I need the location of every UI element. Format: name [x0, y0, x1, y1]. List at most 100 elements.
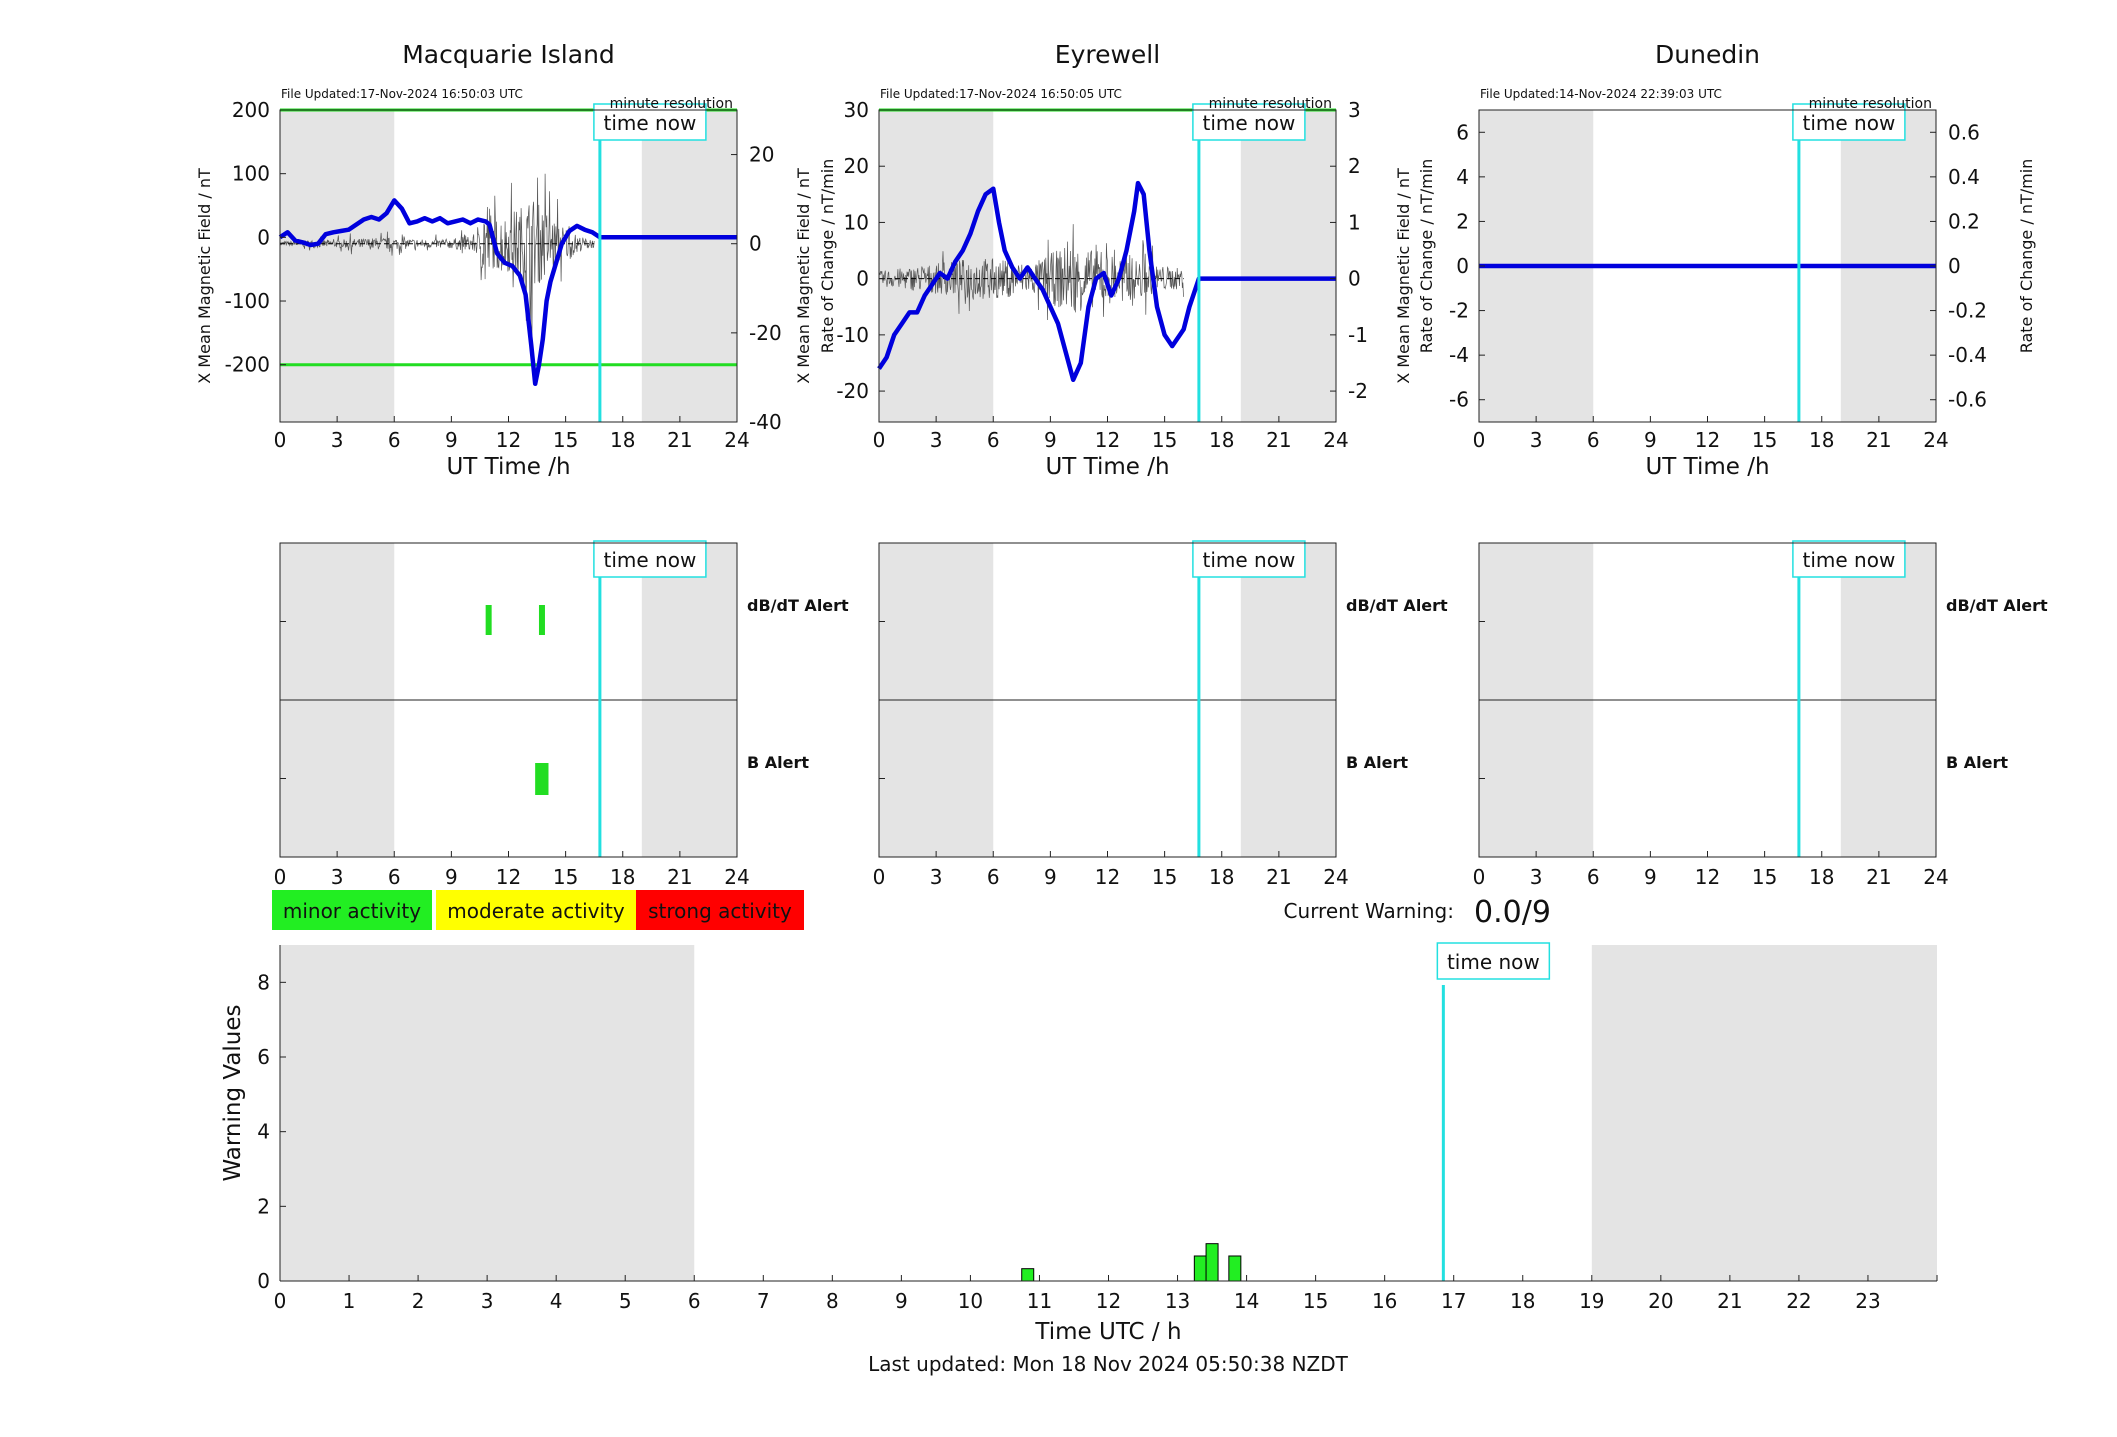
y2-tick-label: -0.2	[1948, 299, 1987, 323]
y-tick-label: 30	[844, 98, 869, 122]
warning-bar	[1205, 1243, 1219, 1282]
legend-strong-label: strong activity	[648, 899, 792, 923]
night-shade	[1240, 110, 1336, 422]
y-tick-label: -20	[836, 379, 869, 403]
x-tick-label: 10	[958, 1289, 983, 1313]
x-axis-label: UT Time /h	[446, 454, 570, 480]
x-tick-label: 23	[1855, 1289, 1880, 1313]
x-tick-label: 3	[331, 865, 344, 889]
current-warning-label: Current Warning:	[1284, 899, 1454, 923]
x-tick-label: 6	[388, 428, 401, 452]
x-tick-label: 21	[1717, 1289, 1742, 1313]
y-tick-label: 4	[257, 1120, 270, 1144]
y-tick-label: 0	[856, 267, 869, 291]
file-updated: File Updated:17-Nov-2024 16:50:05 UTC	[880, 87, 1122, 101]
b-alert-bar	[535, 763, 549, 795]
x-tick-label: 21	[1866, 865, 1891, 889]
x-tick-label: 12	[1095, 428, 1120, 452]
x-tick-label: 0	[1473, 428, 1486, 452]
alert-panel-2: time now dB/dT Alert B Alert 0 3 6 9 12 15 18 21 24	[873, 540, 1448, 889]
x-tick-label: 18	[1209, 865, 1234, 889]
resolution-label: minute resolution	[1209, 96, 1332, 112]
x-tick-label: 9	[445, 865, 458, 889]
x-tick-label: 0	[873, 428, 886, 452]
x-tick-label: 5	[619, 1289, 632, 1313]
y-axis-label: Warning Values	[220, 1004, 246, 1181]
time-now-label: time now	[1802, 111, 1895, 135]
x-tick-label: 18	[1209, 428, 1234, 452]
x-tick-label: 12	[496, 428, 521, 452]
x-tick-label: 12	[1095, 865, 1120, 889]
dbdt-alert-label: dB/dT Alert	[1946, 596, 2048, 615]
legend-minor-label: minor activity	[283, 899, 421, 923]
x-tick-label: 11	[1027, 1289, 1052, 1313]
legend-strong-swatch	[636, 890, 804, 930]
y2-tick-label: -1	[1348, 323, 1368, 347]
y-tick-label: 0	[257, 225, 270, 249]
night-shade	[280, 110, 395, 422]
left-y-axis-label: X Mean Magnetic Field / nT	[794, 168, 813, 384]
x-tick-label: 3	[481, 1289, 494, 1313]
x-tick-label: 3	[1530, 428, 1543, 452]
x-tick-label: 18	[610, 428, 635, 452]
x-tick-label: 6	[1587, 865, 1600, 889]
time-now-label: time now	[1802, 548, 1895, 572]
right-y-axis-label: Rate of Change / nT/min	[1417, 159, 1436, 354]
x-tick-label: 0	[873, 865, 886, 889]
x-tick-label: 15	[553, 865, 578, 889]
x-tick-label: 3	[331, 428, 344, 452]
warning-bar	[1228, 1255, 1242, 1282]
x-tick-label: 12	[1695, 865, 1720, 889]
station-title: Dunedin	[1655, 40, 1760, 69]
x-axis-label: Time UTC / h	[1034, 1319, 1181, 1345]
y2-tick-label: 0.2	[1948, 209, 1980, 233]
y2-tick-label: -20	[749, 321, 782, 345]
y2-tick-label: 20	[749, 143, 774, 167]
y-tick-label: 6	[1456, 120, 1469, 144]
x-tick-label: 24	[724, 865, 749, 889]
x-tick-label: 9	[1644, 428, 1657, 452]
legend-moderate-label: moderate activity	[447, 899, 625, 923]
x-tick-label: 1	[343, 1289, 356, 1313]
x-tick-label: 21	[667, 865, 692, 889]
warning-bar	[1021, 1268, 1035, 1282]
y-tick-label: 4	[1456, 165, 1469, 189]
x-tick-label: 24	[1323, 865, 1348, 889]
last-updated-footer: Last updated: Mon 18 Nov 2024 05:50:38 N…	[868, 1352, 1349, 1376]
legend-moderate-swatch	[436, 890, 636, 930]
y2-tick-label: -0.4	[1948, 343, 1987, 367]
x-tick-label: 3	[930, 428, 943, 452]
x-axis-label: UT Time /h	[1045, 454, 1169, 480]
y-tick-label: 200	[232, 98, 270, 122]
x-tick-label: 9	[445, 428, 458, 452]
y2-tick-label: 0.6	[1948, 120, 1980, 144]
time-now-box	[1436, 942, 1551, 980]
x-tick-label: 24	[1323, 428, 1348, 452]
x-tick-label: 9	[1044, 865, 1057, 889]
activity-legend: minor activity moderate activity strong ac…	[272, 890, 804, 930]
y-tick-label: 20	[844, 154, 869, 178]
x-tick-label: 21	[1266, 428, 1291, 452]
time-now-box	[1192, 540, 1306, 578]
x-tick-label: 24	[1923, 428, 1948, 452]
y-tick-label: -10	[836, 323, 869, 347]
y2-tick-label: 0	[1948, 254, 1961, 278]
y-tick-label: 6	[257, 1045, 270, 1069]
dbdt-alert-label: dB/dT Alert	[1346, 596, 1448, 615]
x-tick-label: 15	[1303, 1289, 1328, 1313]
x-tick-label: 9	[1044, 428, 1057, 452]
magnetic-field-series	[278, 198, 737, 387]
left-y-axis-label: X Mean Magnetic Field / nT	[1394, 168, 1413, 384]
x-tick-label: 6	[688, 1289, 701, 1313]
x-tick-label: 0	[274, 428, 287, 452]
x-tick-label: 13	[1165, 1289, 1190, 1313]
x-tick-label: 7	[757, 1289, 770, 1313]
y-tick-label: -100	[225, 289, 270, 313]
x-tick-label: 14	[1234, 1289, 1259, 1313]
y-tick-label: -2	[1449, 299, 1469, 323]
